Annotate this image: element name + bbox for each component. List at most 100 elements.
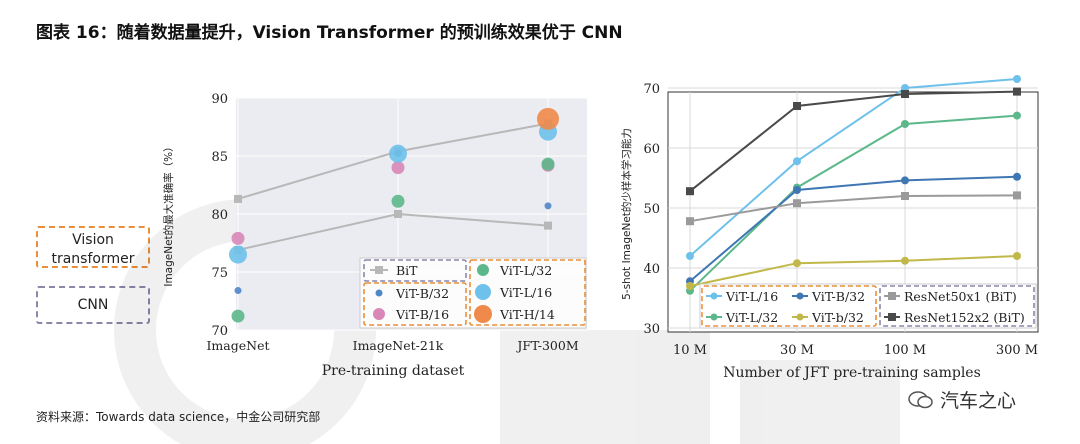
marker-resnet152x2--bit- bbox=[793, 102, 801, 110]
vit-label: Vision transformer bbox=[51, 232, 135, 267]
legend-cnn-box bbox=[363, 259, 467, 282]
point-vit-b-16 bbox=[391, 161, 405, 175]
left-x-tick-label: JFT-300M bbox=[515, 338, 578, 353]
legend-label: ViT-L/16 bbox=[725, 289, 778, 304]
marker-resnet152x2--bit- bbox=[901, 90, 909, 98]
line-vit-b-32 bbox=[689, 175, 1018, 282]
left-y-tick-label: 80 bbox=[211, 208, 228, 223]
legend-label: BiT bbox=[396, 263, 418, 278]
line-vit-l-32 bbox=[689, 114, 1018, 292]
marker-vit-b-32 bbox=[901, 256, 909, 265]
cnn-label: CNN bbox=[77, 297, 109, 313]
right-legend-vit-box bbox=[701, 285, 877, 327]
point-vit-l-16 bbox=[229, 245, 247, 264]
line-resnet152x2--bit- bbox=[689, 90, 1018, 192]
watermark: 汽车之心 bbox=[908, 386, 1016, 413]
right-legend: ViT-L/16 ViT-B/32 ViT-L/32 ViT-b/32 ResNet50… bbox=[699, 283, 1037, 329]
marker-vit-l-16 bbox=[1013, 75, 1021, 83]
marker-vit-l-32 bbox=[1013, 111, 1021, 120]
right-y-tick-label: 50 bbox=[643, 202, 660, 217]
left-legend-items: BiT ViT-B/32 ViT-B/16 ViT-L/32 ViT-L/16 ViT-H… bbox=[370, 263, 555, 323]
right-y-tick-label: 70 bbox=[643, 82, 660, 97]
bit-marker bbox=[544, 221, 552, 230]
bit-marker bbox=[234, 194, 242, 203]
legend-marker bbox=[888, 313, 896, 321]
marker-vit-l-32 bbox=[901, 120, 909, 128]
point-vit-b-16 bbox=[231, 231, 245, 245]
right-y-tick-label: 40 bbox=[643, 262, 660, 277]
right-x-tick-label: 10 M bbox=[673, 343, 707, 358]
legend-marker bbox=[888, 292, 896, 300]
left-y-ticks: 70 75 80 85 90 bbox=[211, 92, 228, 339]
right-legend-cnn-box bbox=[879, 285, 1035, 327]
left-y-tick-label: 75 bbox=[211, 266, 228, 281]
marker-resnet50x1--bit- bbox=[1013, 191, 1021, 200]
legend-label: ViT-L/32 bbox=[725, 310, 778, 325]
right-x-ticks: 10 M 30 M 100 M 300 M bbox=[673, 343, 1038, 358]
marker-resnet50x1--bit- bbox=[901, 192, 909, 200]
legend-label: ResNet50x1 (BiT) bbox=[904, 289, 1017, 304]
left-x-tick-label: ImageNet bbox=[206, 338, 269, 353]
legend-marker bbox=[475, 284, 491, 300]
legend-label: ResNet152x2 (BiT) bbox=[904, 310, 1025, 325]
right-x-axis-label: Number of JFT pre-training samples bbox=[723, 365, 981, 381]
legend-label: ViT-H/14 bbox=[499, 307, 555, 322]
legend-marker bbox=[373, 308, 385, 320]
right-y-ticks: 30 40 50 60 70 bbox=[643, 82, 660, 337]
line-resnet50x1--bit- bbox=[689, 194, 1018, 223]
marker-vit-b-32 bbox=[901, 176, 909, 185]
left-legend: BiT ViT-B/32 ViT-B/16 ViT-L/32 ViT-L/16 ViT-H… bbox=[359, 257, 587, 329]
line-vit-b-32 bbox=[689, 255, 1018, 287]
marker-vit-b-32 bbox=[793, 186, 801, 194]
left-y-tick-label: 70 bbox=[211, 324, 228, 339]
right-x-tick-label: 30 M bbox=[780, 343, 814, 358]
marker-vit-b-32 bbox=[793, 259, 801, 268]
right-chart: 30 40 50 60 70 10 M 30 M 100 M 300 M Number of … bbox=[620, 75, 1039, 381]
marker-vit-b-32 bbox=[1013, 252, 1021, 260]
marker-resnet152x2--bit- bbox=[1013, 87, 1021, 96]
legend-label: ViT-L/16 bbox=[499, 285, 552, 300]
left-y-axis-label: ImageNet的最大准确率（%） bbox=[162, 141, 175, 286]
right-y-tick-label: 30 bbox=[643, 322, 660, 337]
legend-label: ViT-B/32 bbox=[811, 289, 865, 304]
left-x-ticks: ImageNet ImageNet-21k JFT-300M bbox=[206, 338, 578, 353]
legend-marker bbox=[474, 305, 492, 323]
vit-legend-box: Vision transformer bbox=[36, 226, 150, 268]
point-vit-l-32 bbox=[541, 157, 555, 171]
point-vit-h-14 bbox=[537, 107, 559, 130]
marker-vit-l-16 bbox=[686, 252, 694, 260]
cnn-legend-box: CNN bbox=[36, 286, 150, 324]
legend-label: ViT-L/32 bbox=[499, 263, 552, 278]
legend-marker bbox=[796, 313, 804, 321]
legend-marker bbox=[710, 292, 718, 300]
marker-resnet50x1--bit- bbox=[793, 199, 801, 208]
legend-marker bbox=[375, 289, 383, 297]
page-title: 图表 16：随着数据量提升，Vision Transformer 的预训练效果优… bbox=[36, 23, 623, 43]
left-points bbox=[229, 107, 559, 323]
line-vit-l-16 bbox=[689, 78, 1018, 257]
bit-marker bbox=[394, 210, 402, 218]
legend-vit-box-left bbox=[363, 282, 467, 326]
left-y-tick-label: 90 bbox=[211, 92, 228, 107]
point-vit-b-32 bbox=[544, 202, 552, 210]
marker-resnet152x2--bit- bbox=[686, 187, 694, 196]
marker-resnet50x1--bit- bbox=[686, 217, 694, 226]
right-x-tick-label: 100 M bbox=[884, 343, 926, 358]
point-vit-l-16 bbox=[389, 144, 407, 163]
legend-marker bbox=[710, 313, 718, 321]
watermark-text: 汽车之心 bbox=[940, 390, 1017, 412]
marker-vit-b-32 bbox=[1013, 172, 1021, 181]
point-vit-b-32 bbox=[234, 287, 242, 295]
right-legend-items: ViT-L/16 ViT-B/32 ViT-L/32 ViT-b/32 ResNet50… bbox=[706, 289, 1025, 325]
left-y-tick-label: 85 bbox=[211, 150, 228, 165]
legend-bit-marker bbox=[375, 266, 383, 274]
legend-vit-box-right bbox=[469, 259, 586, 326]
legend-label: ViT-B/16 bbox=[395, 307, 449, 322]
right-y-axis-label: 5-shot ImageNet的少样本学习能力 bbox=[620, 128, 633, 300]
left-x-axis-label: Pre-training dataset bbox=[322, 363, 465, 379]
source-note: 资料来源：Towards data science，中金公司研究部 bbox=[36, 410, 321, 424]
right-legend-frame bbox=[699, 283, 1037, 329]
left-legend-frame bbox=[359, 257, 587, 329]
